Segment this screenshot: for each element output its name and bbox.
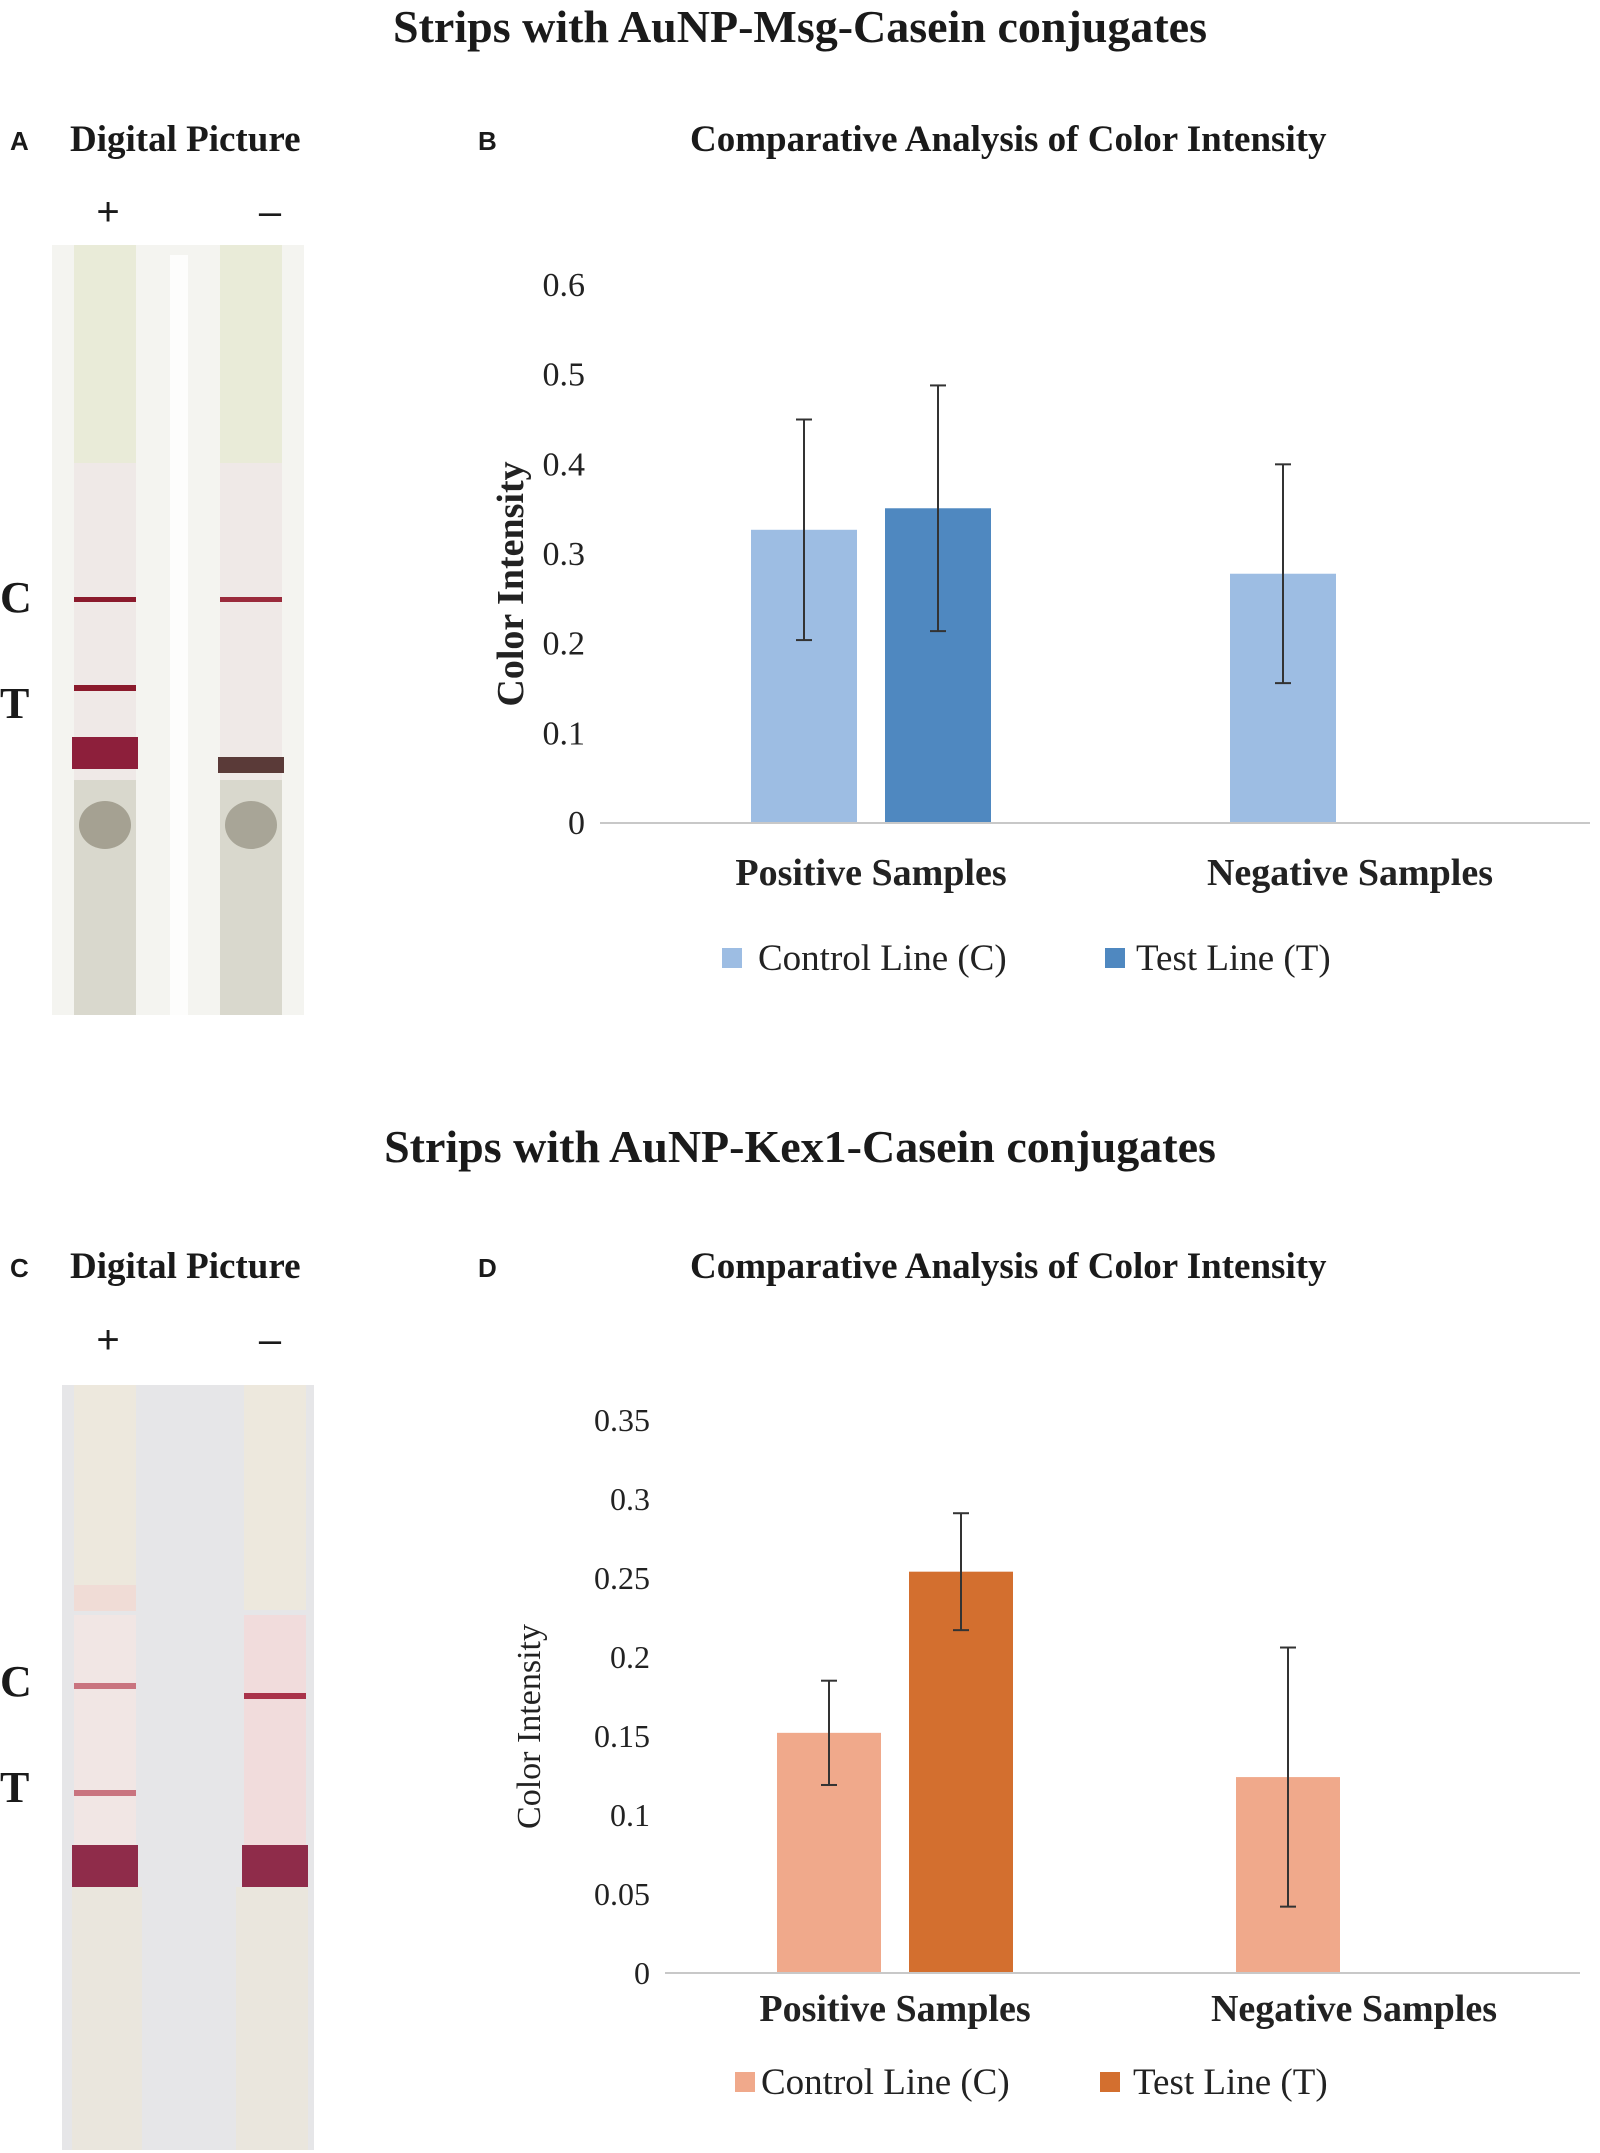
y-tick-label: 0.35 [594, 1402, 650, 1438]
section-title-kex1: Strips with AuNP-Kex1-Casein conjugates [384, 1121, 1216, 1172]
y-tick-label: 0.3 [543, 536, 586, 573]
y-tick-label: 0.05 [594, 1876, 650, 1912]
y-axis-label: Color Intensity [511, 1624, 548, 1829]
legend-label: Control Line (C) [758, 938, 1007, 979]
y-tick-label: 0.4 [543, 446, 586, 483]
y-tick-label: 0.3 [610, 1481, 650, 1517]
negative-sign-a: – [258, 190, 282, 234]
y-axis-label: Color Intensity [490, 461, 532, 706]
positive-sign-a: + [96, 190, 120, 234]
strip-photo-a [52, 245, 304, 1015]
legend-label: Control Line (C) [761, 2062, 1010, 2103]
category-label: Positive Samples [759, 1988, 1030, 2030]
category-label: Negative Samples [1207, 852, 1493, 894]
y-tick-label: 0.6 [543, 267, 586, 304]
negative-strip [218, 245, 284, 1015]
negative-strip [236, 1385, 308, 2150]
section-title-msg: Strips with AuNP-Msg-Casein conjugates [393, 1, 1207, 52]
legend-swatch [1105, 948, 1125, 968]
panel-letter-c: C [10, 1253, 29, 1283]
y-tick-label: 0.25 [594, 1560, 650, 1596]
y-tick-label: 0.15 [594, 1718, 650, 1754]
y-tick-label: 0.5 [543, 357, 586, 394]
test-line-label-c: T [0, 1763, 30, 1812]
y-tick-label: 0 [568, 805, 585, 842]
control-line-label-a: C [0, 573, 32, 622]
control-line-label-c: C [0, 1657, 32, 1706]
panel-letter-b: B [478, 126, 497, 156]
category-label: Negative Samples [1211, 1988, 1497, 2030]
positive-strip [72, 245, 138, 1015]
y-tick-label: 0.2 [543, 626, 586, 663]
photo-panel-title-a: Digital Picture [70, 119, 301, 160]
y-tick-label: 0 [634, 1955, 650, 1991]
panel-letter-d: D [478, 1253, 497, 1283]
bar-chart-msg: 0 0.1 0.2 0.3 0.4 0.5 0.6 Color Intensity Positi… [490, 267, 1590, 979]
panel-letter-a: A [10, 126, 29, 156]
y-tick-label: 0.2 [610, 1639, 650, 1675]
category-label: Positive Samples [735, 852, 1006, 894]
chart-panel-title-d: Comparative Analysis of Color Intensity [690, 1246, 1327, 1287]
positive-sign-c: + [96, 1318, 120, 1362]
strip-photo-c [62, 1385, 314, 2150]
legend-swatch [722, 948, 742, 968]
y-tick-label: 0.1 [610, 1797, 650, 1833]
legend-swatch [735, 2072, 755, 2092]
legend-label: Test Line (T) [1136, 938, 1331, 979]
positive-strip [72, 1385, 142, 2150]
test-line-label-a: T [0, 679, 30, 728]
negative-sign-c: – [258, 1318, 282, 1362]
legend-swatch [1100, 2072, 1120, 2092]
chart-panel-title-b: Comparative Analysis of Color Intensity [690, 119, 1327, 160]
bar [909, 1571, 1013, 1973]
legend-label: Test Line (T) [1133, 2062, 1328, 2103]
bar-chart-kex1: 0 0.05 0.1 0.15 0.2 0.25 0.3 0.35 Color Intensit… [511, 1402, 1580, 2103]
photo-panel-title-c: Digital Picture [70, 1246, 301, 1287]
y-tick-label: 0.1 [543, 715, 586, 752]
